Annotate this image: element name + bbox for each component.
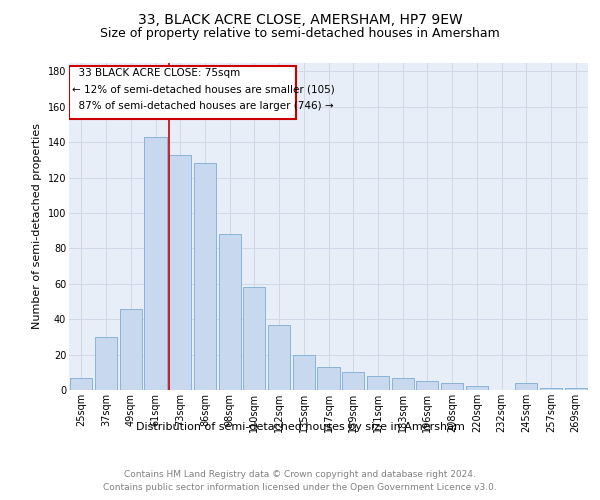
Text: 33 BLACK ACRE CLOSE: 75sqm: 33 BLACK ACRE CLOSE: 75sqm [72, 68, 240, 78]
Bar [293, 354, 315, 390]
Bar [70, 66, 296, 119]
Bar [218, 234, 241, 390]
Bar [515, 383, 538, 390]
Bar [416, 381, 439, 390]
Bar [243, 288, 265, 390]
Text: Size of property relative to semi-detached houses in Amersham: Size of property relative to semi-detach… [100, 28, 500, 40]
Y-axis label: Number of semi-detached properties: Number of semi-detached properties [32, 123, 42, 329]
Bar [565, 388, 587, 390]
Text: 33, BLACK ACRE CLOSE, AMERSHAM, HP7 9EW: 33, BLACK ACRE CLOSE, AMERSHAM, HP7 9EW [137, 12, 463, 26]
Bar [392, 378, 414, 390]
Bar [70, 378, 92, 390]
Bar [95, 337, 117, 390]
Text: 87% of semi-detached houses are larger (746) →: 87% of semi-detached houses are larger (… [72, 102, 334, 112]
Bar [367, 376, 389, 390]
Bar [441, 383, 463, 390]
Bar [317, 367, 340, 390]
Bar [169, 154, 191, 390]
Bar [466, 386, 488, 390]
Bar [194, 164, 216, 390]
Text: Contains HM Land Registry data © Crown copyright and database right 2024.
Contai: Contains HM Land Registry data © Crown c… [103, 470, 497, 492]
Bar [540, 388, 562, 390]
Bar [119, 308, 142, 390]
Bar [342, 372, 364, 390]
Bar [268, 324, 290, 390]
Text: ← 12% of semi-detached houses are smaller (105): ← 12% of semi-detached houses are smalle… [72, 84, 335, 94]
Text: Distribution of semi-detached houses by size in Amersham: Distribution of semi-detached houses by … [136, 422, 464, 432]
Bar [145, 137, 167, 390]
